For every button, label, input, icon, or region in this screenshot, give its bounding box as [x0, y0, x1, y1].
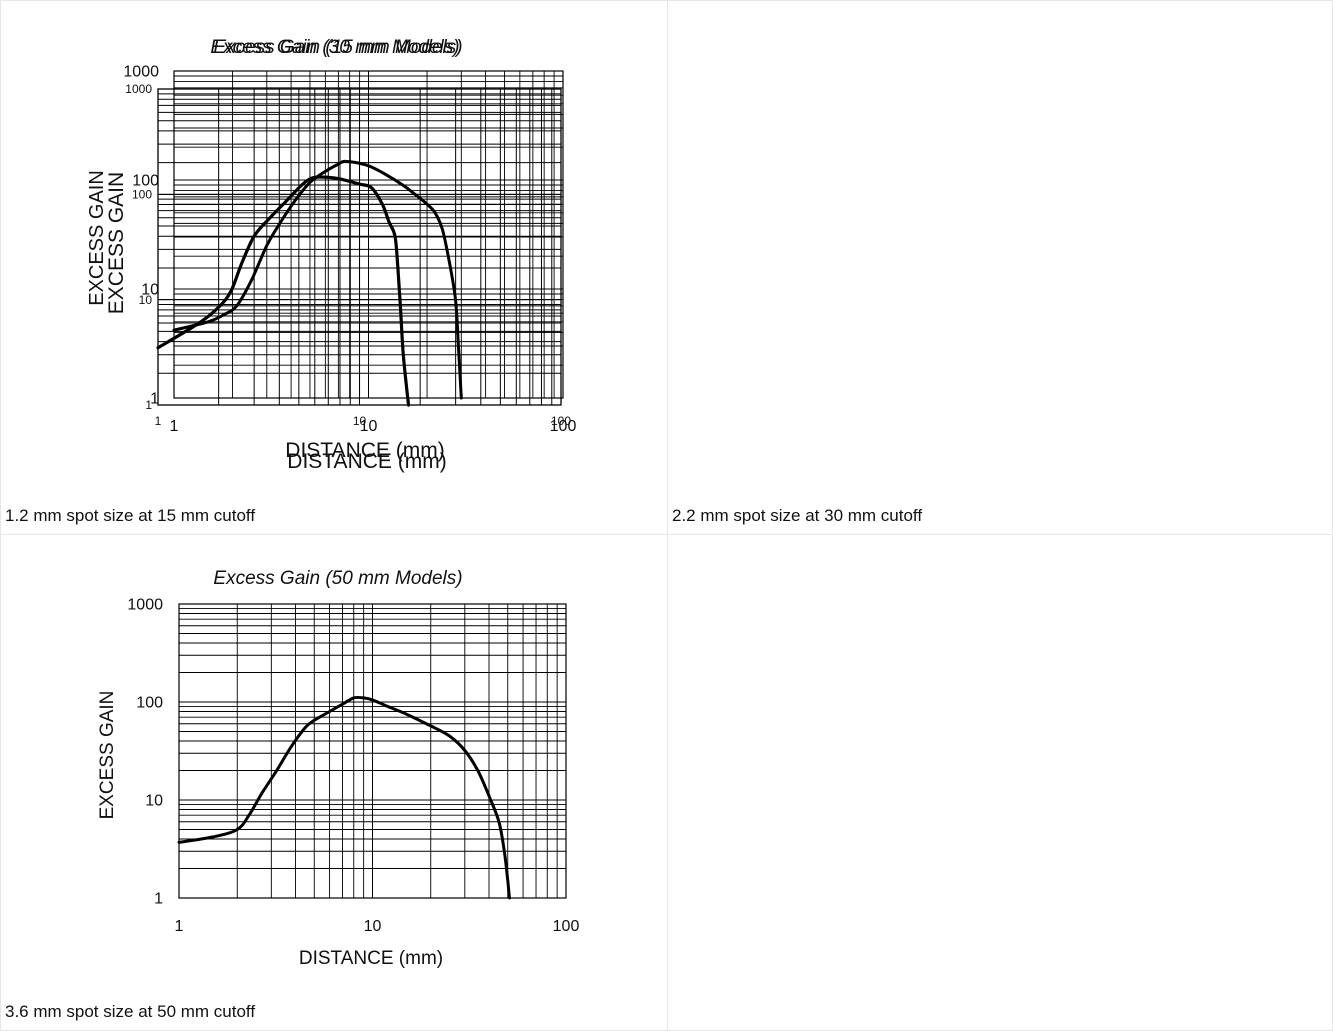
excess-gain-curve	[172, 159, 463, 400]
y-tick-label: 100	[132, 173, 159, 190]
x-tick-label: 100	[553, 918, 580, 935]
chart-title: Excess Gain (30 mm Models)	[210, 37, 459, 58]
chart-cell-15mm: Excess Gain (15 mm Models) 1 10 100 1 10 100 10…	[0, 0, 668, 535]
excess-gain-curve	[156, 175, 411, 407]
y-tick-label: 1	[150, 391, 159, 408]
y-tick-label: 10	[145, 793, 163, 810]
y-tick-label: 1000	[125, 82, 152, 96]
y-tick-label: 1	[154, 891, 163, 908]
chart-title: Excess Gain (15 mm Models)	[213, 37, 462, 58]
caption-50mm: 3.6 mm spot size at 50 mm cutoff	[5, 1002, 256, 1021]
plot-frame	[178, 603, 567, 899]
x-tick-label: 100	[550, 418, 577, 435]
chart-title: Excess Gain (50 mm Models)	[213, 568, 462, 589]
empty-cell	[667, 534, 1333, 1031]
y-tick-label: 1000	[123, 64, 159, 81]
y-axis-label: EXCESS GAIN	[105, 172, 128, 314]
plot-frame	[173, 70, 564, 399]
x-tick-label: 10	[360, 418, 378, 435]
excess-gain-chart-50mm: Excess Gain (50 mm Models) 1 10 100 1 10 100 10…	[97, 568, 580, 969]
x-axis-label: DISTANCE (mm)	[287, 450, 446, 473]
excess-gain-chart-30mm: Excess Gain (30 mm Models)1 10 10011010010…	[86, 37, 576, 473]
y-tick-label: 1000	[127, 597, 163, 614]
y-tick-label: 10	[141, 282, 159, 299]
x-tick-label: 1	[155, 414, 162, 428]
caption-15mm: 1.2 mm spot size at 15 mm cutoff	[5, 506, 256, 525]
chart-cell-50mm: Excess Gain (50 mm Models) 1 10 100 1 10 100 10…	[0, 534, 668, 1031]
excess-gain-curve	[177, 695, 511, 900]
x-axis-label: DISTANCE (mm)	[299, 948, 443, 969]
chart-cell-30mm: Excess Gain (30 mm Models) 1 10 100 1 10 100 10…	[86, 0, 1333, 535]
gridlines	[173, 70, 564, 399]
gridlines	[178, 603, 567, 899]
caption-30mm: 2.2 mm spot size at 30 mm cutoff	[672, 506, 923, 525]
x-axis-label: DISTANCE (mm)	[285, 439, 444, 462]
x-tick-label: 1	[170, 418, 179, 435]
x-tick-label: 10	[353, 414, 367, 428]
y-tick-label: 100	[136, 695, 163, 712]
y-tick-label: 10	[139, 293, 153, 307]
x-tick-label: 10	[364, 918, 382, 935]
y-tick-label: 100	[132, 188, 152, 202]
y-axis-label: EXCESS GAIN	[97, 691, 118, 820]
y-tick-label: 1	[145, 398, 152, 412]
excess-gain-chart-15mm: Excess Gain (15 mm Models)1 10 10011010010…	[105, 37, 571, 462]
y-axis-label: EXCESS GAIN	[86, 170, 108, 306]
x-tick-label: 1	[175, 918, 184, 935]
x-tick-label: 100	[551, 414, 571, 428]
